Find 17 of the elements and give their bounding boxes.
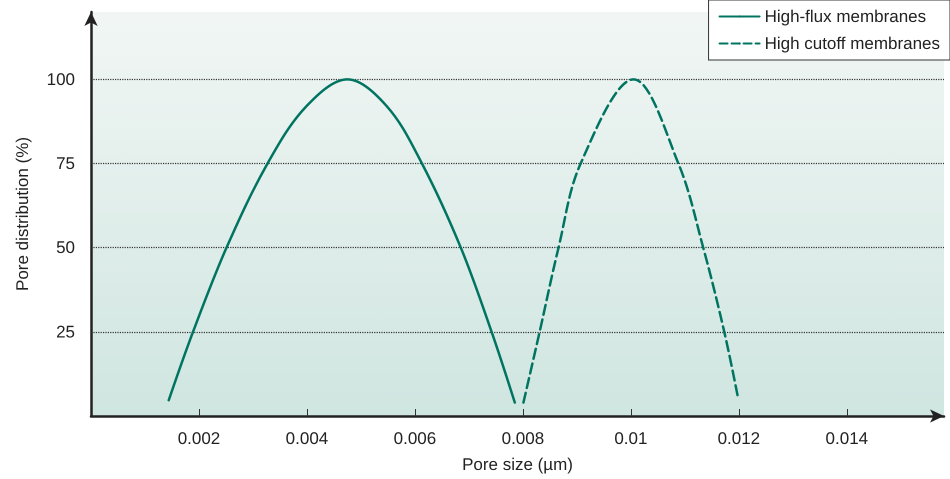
line-series bbox=[167, 78, 516, 404]
y-axis-title: Pore distribution (%) bbox=[13, 136, 32, 292]
x-tick-label: 0.014 bbox=[826, 429, 868, 448]
y-tick-label: 100 bbox=[46, 70, 75, 89]
line-series bbox=[522, 78, 740, 404]
x-tick-label: 0.004 bbox=[286, 429, 328, 448]
y-tick-label: 50 bbox=[56, 238, 75, 258]
legend-label: High cutoff membranes bbox=[764, 34, 940, 53]
x-tick-label: 0.008 bbox=[502, 429, 544, 448]
x-tick-label: 0.01 bbox=[614, 429, 648, 448]
y-tick-label: 75 bbox=[56, 154, 75, 173]
x-tick-label: 0.002 bbox=[178, 429, 220, 448]
x-tick-label: 0.006 bbox=[394, 429, 436, 448]
x-axis-title: Pore size (µm) bbox=[462, 455, 573, 474]
y-tick-label: 25 bbox=[56, 322, 75, 342]
legend-label: High-flux membranes bbox=[764, 7, 926, 26]
x-tick-label: 0.012 bbox=[718, 429, 760, 448]
